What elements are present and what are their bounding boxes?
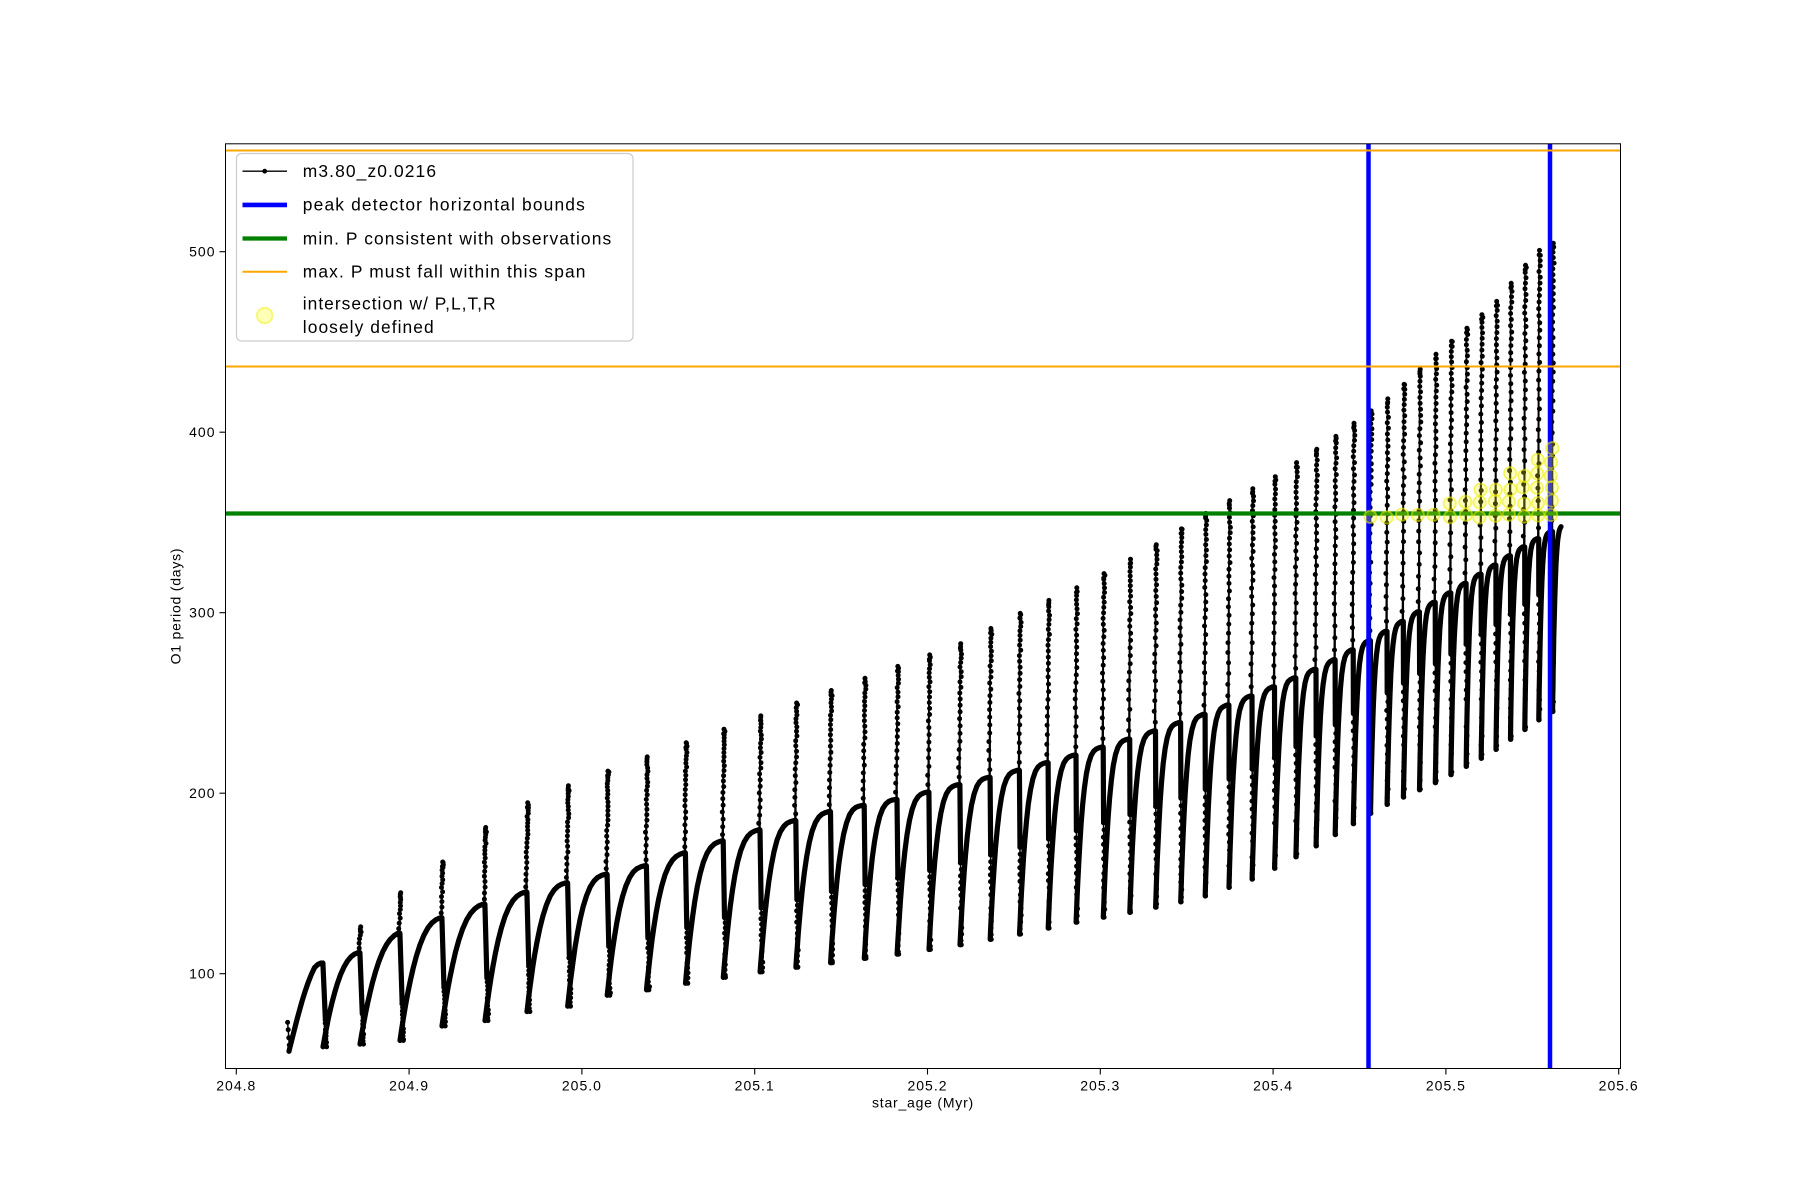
svg-text:m3.80_z0.0216: m3.80_z0.0216	[303, 161, 437, 181]
svg-text:max. P must fall within this s: max. P must fall within this span	[303, 262, 587, 282]
svg-text:intersection w/ P,L,T,R: intersection w/ P,L,T,R	[303, 294, 497, 314]
svg-text:205.2: 205.2	[907, 1078, 947, 1094]
svg-text:100: 100	[189, 966, 215, 982]
svg-text:205.1: 205.1	[735, 1078, 775, 1094]
svg-text:204.9: 204.9	[389, 1078, 429, 1094]
svg-text:star_age (Myr): star_age (Myr)	[872, 1095, 974, 1111]
svg-text:loosely defined: loosely defined	[303, 317, 435, 337]
svg-text:500: 500	[189, 244, 215, 260]
svg-text:400: 400	[189, 424, 215, 440]
svg-text:205.6: 205.6	[1599, 1078, 1639, 1094]
svg-text:205.4: 205.4	[1253, 1078, 1293, 1094]
svg-text:300: 300	[189, 605, 215, 621]
svg-text:205.5: 205.5	[1426, 1078, 1466, 1094]
svg-text:min. P consistent with observa: min. P consistent with observations	[303, 228, 612, 248]
svg-text:205.3: 205.3	[1080, 1078, 1120, 1094]
svg-text:200: 200	[189, 785, 215, 801]
svg-text:peak detector horizontal bound: peak detector horizontal bounds	[303, 195, 586, 215]
svg-text:O1 period (days): O1 period (days)	[168, 548, 184, 665]
svg-text:204.8: 204.8	[216, 1078, 256, 1094]
svg-text:205.0: 205.0	[562, 1078, 602, 1094]
